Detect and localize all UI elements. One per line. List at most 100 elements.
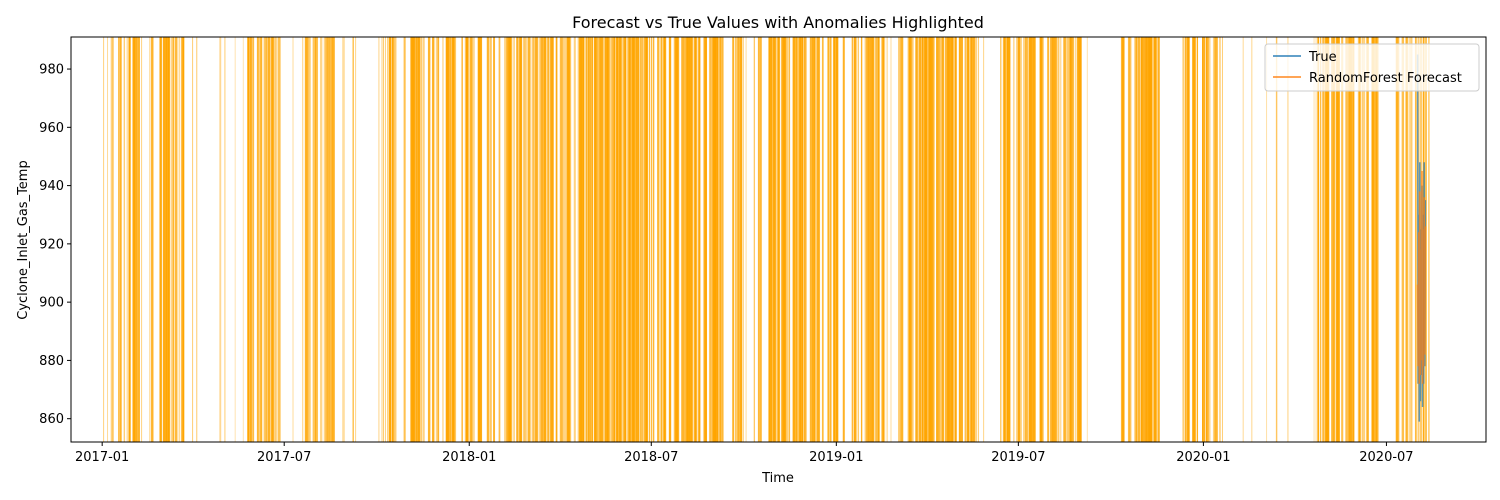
anomaly-band [973,37,976,442]
anomaly-band [1357,37,1360,442]
anomaly-band [742,37,744,442]
anomaly-band [1134,37,1137,442]
anomaly-band [1377,37,1379,442]
anomaly-band [389,37,391,442]
anomaly-band [1361,37,1364,442]
anomaly-band [1365,37,1368,442]
anomaly-band [257,37,260,442]
anomaly-band [623,37,627,442]
anomaly-band [1040,37,1043,442]
anomaly-band [1002,37,1006,442]
anomaly-band [1372,37,1375,442]
anomaly-band [757,37,760,442]
anomaly-band [814,37,816,442]
anomaly-band [333,37,335,442]
anomaly-band [613,37,616,442]
anomaly-band [118,37,120,442]
anomaly-band [1069,37,1072,442]
anomaly-band [875,37,878,442]
anomaly-band [119,37,122,442]
anomaly-band [162,37,165,442]
anomaly-band [435,37,439,442]
anomaly-band [224,37,226,442]
anomaly-band [174,37,177,442]
anomaly-band [178,37,180,442]
anomaly-band [915,37,917,442]
anomaly-band [417,37,421,442]
legend-label-true: True [1308,50,1337,65]
anomaly-band [719,37,722,442]
anomaly-band [1406,37,1409,442]
anomaly-band [469,37,472,442]
anomaly-band [883,37,886,442]
anomaly-band [1063,37,1067,442]
y-axis: 860 880 900 920 940 960 980 [39,63,71,427]
anomaly-band [1348,37,1351,442]
anomaly-band [594,37,597,442]
anomaly-band [1375,37,1378,442]
anomaly-band [1032,37,1034,442]
anomaly-band [890,37,892,442]
anomaly-band [170,37,174,442]
anomaly-band [1192,37,1196,442]
anomaly-band [150,37,152,442]
anomaly-band [924,37,927,442]
anomaly-band [1315,37,1317,442]
x-tick-label: 2019-07 [991,450,1045,465]
anomaly-band [308,37,311,442]
anomaly-band [445,37,447,442]
anomaly-band [182,37,185,442]
anomaly-band [168,37,170,442]
anomaly-band [1320,37,1322,442]
anomaly-band [818,37,821,442]
anomaly-band [1371,37,1373,442]
anomaly-band [793,37,797,442]
anomaly-band [577,37,579,442]
anomaly-band [562,37,564,442]
anomaly-band [898,37,901,442]
y-axis-title: Cyclone_Inlet_Gas_Temp [16,160,31,319]
anomaly-band [135,37,139,442]
anomaly-band [874,37,876,442]
anomaly-band [532,37,534,442]
anomaly-band [581,37,583,442]
anomaly-band [540,37,544,442]
anomaly-band [1006,37,1009,442]
anomaly-band [1154,37,1157,442]
anomaly-band [810,37,813,442]
anomaly-band [916,37,919,442]
anomaly-band [549,37,552,442]
anomaly-band [568,37,570,442]
anomaly-band [922,37,924,442]
anomaly-band [695,37,697,442]
anomaly-band [638,37,640,442]
anomaly-band [509,37,513,442]
x-tick-label: 2017-07 [257,450,311,465]
anomaly-band [928,37,931,442]
anomaly-band [534,37,537,442]
anomaly-band [578,37,580,442]
anomaly-band [735,37,737,442]
anomaly-band [860,37,863,442]
anomaly-band [625,37,627,442]
anomaly-band [415,37,418,442]
anomaly-band [315,37,318,442]
anomaly-band [504,37,506,442]
anomaly-band [1317,37,1319,442]
anomaly-band [852,37,854,442]
anomaly-band [809,37,812,442]
anomaly-band [1055,37,1058,442]
anomaly-band [248,37,251,442]
anomaly-band [697,37,701,442]
anomaly-band [573,37,576,442]
anomaly-band [1024,37,1027,442]
anomaly-band [1322,37,1324,442]
anomaly-band [657,37,659,442]
anomaly-band [525,37,527,442]
anomaly-band [461,37,463,442]
anomaly-band [634,37,636,442]
anomaly-band [506,37,508,442]
anomaly-band [1157,37,1160,442]
anomaly-band [971,37,974,442]
anomaly-band [394,37,397,442]
